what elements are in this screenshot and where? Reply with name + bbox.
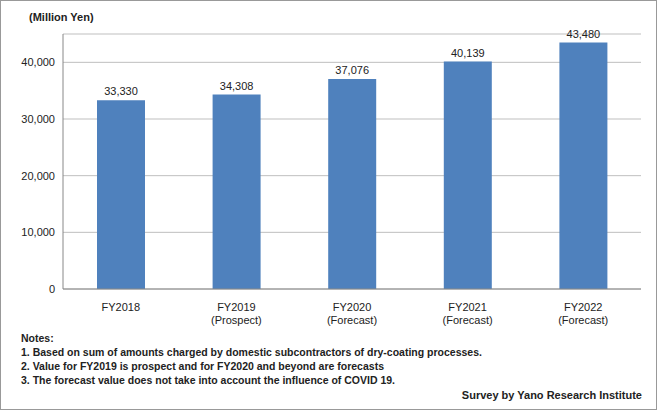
svg-text:20,000: 20,000: [21, 170, 55, 182]
svg-text:34,308: 34,308: [220, 80, 254, 92]
svg-text:10,000: 10,000: [21, 226, 55, 238]
svg-text:40,139: 40,139: [451, 47, 485, 59]
html-text:2. Value for FY2019 is prospec: 2. Value for FY2019 is prospect and for …: [21, 360, 384, 372]
svg-text:43,480: 43,480: [567, 28, 601, 40]
html-text:3. The forecast value does not: 3. The forecast value does not take into…: [21, 374, 395, 386]
svg-text:0: 0: [49, 283, 55, 295]
svg-text:FY2022(Forecast): FY2022(Forecast): [558, 301, 608, 326]
svg-text:33,330: 33,330: [104, 85, 138, 97]
svg-text:40,000: 40,000: [21, 56, 55, 68]
html-text:1. Based on sum of amounts cha: 1. Based on sum of amounts charged by do…: [21, 346, 482, 358]
svg-text:FY2019(Prospect): FY2019(Prospect): [211, 301, 262, 326]
svg-text:30,000: 30,000: [21, 113, 55, 125]
svg-text:FY2020(Forecast): FY2020(Forecast): [327, 301, 377, 326]
svg-text:FY2018: FY2018: [102, 301, 141, 313]
html-text:Notes:: Notes:: [21, 332, 54, 344]
html-text:Survey by Yano Research Instit: Survey by Yano Research Institute: [461, 389, 642, 401]
svg-text:37,076: 37,076: [335, 64, 369, 76]
html-text:(Million Yen): (Million Yen): [29, 11, 94, 23]
svg-text:FY2021(Forecast): FY2021(Forecast): [443, 301, 493, 326]
